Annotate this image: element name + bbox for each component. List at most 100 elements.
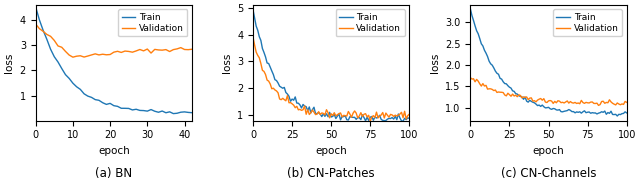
Validation	[39, 30, 47, 32]
Validation	[584, 102, 591, 104]
Y-axis label: loss: loss	[221, 53, 232, 73]
Validation	[155, 49, 163, 51]
Validation	[166, 50, 173, 53]
Train	[92, 98, 99, 101]
Line: Validation: Validation	[470, 78, 627, 105]
Line: Validation: Validation	[36, 24, 192, 57]
Train	[623, 112, 630, 114]
Validation	[595, 104, 602, 106]
Validation	[47, 35, 54, 37]
Validation	[132, 50, 140, 52]
Validation	[84, 55, 92, 57]
Train	[129, 109, 136, 111]
Train	[576, 111, 584, 113]
X-axis label: epoch: epoch	[316, 146, 347, 156]
Validation	[129, 51, 136, 53]
Train	[61, 74, 69, 76]
Train	[140, 110, 147, 112]
Line: Train: Train	[36, 7, 192, 114]
Legend: Train, Validation: Train, Validation	[335, 9, 404, 36]
Validation	[99, 53, 106, 55]
Train	[180, 111, 188, 113]
Validation	[136, 48, 144, 51]
Train	[366, 116, 374, 118]
Train	[136, 109, 144, 112]
Train	[114, 105, 122, 107]
Train	[143, 110, 151, 112]
Validation	[177, 47, 184, 49]
Validation	[95, 54, 103, 56]
Train	[162, 112, 170, 114]
Validation	[406, 113, 413, 115]
Train	[51, 56, 58, 58]
Train	[170, 112, 177, 115]
Train	[39, 29, 47, 31]
Train	[249, 9, 257, 11]
Train	[560, 110, 568, 112]
Validation	[260, 70, 268, 72]
Train	[95, 99, 103, 101]
Train	[117, 107, 125, 109]
X-axis label: epoch: epoch	[532, 146, 564, 156]
Text: (a) BN: (a) BN	[95, 167, 132, 180]
Train	[584, 111, 591, 113]
Train	[73, 86, 81, 88]
Validation	[117, 51, 125, 54]
Validation	[36, 28, 44, 30]
Y-axis label: loss: loss	[429, 53, 440, 73]
Train	[406, 117, 413, 119]
X-axis label: epoch: epoch	[98, 146, 130, 156]
Validation	[61, 50, 69, 52]
Validation	[140, 50, 147, 52]
Validation	[102, 54, 110, 56]
Legend: Train, Validation: Train, Validation	[118, 9, 188, 36]
Validation	[366, 120, 374, 122]
Train	[47, 48, 54, 50]
Validation	[80, 56, 88, 58]
Train	[121, 107, 129, 109]
Train	[477, 43, 485, 45]
Validation	[54, 45, 62, 47]
Train	[538, 104, 546, 106]
Validation	[288, 103, 296, 105]
Validation	[477, 85, 485, 87]
Train	[260, 51, 268, 54]
Train	[32, 6, 40, 8]
Validation	[173, 48, 181, 50]
Train	[77, 88, 84, 90]
Text: (b) CN-Patches: (b) CN-Patches	[287, 167, 375, 180]
Train	[506, 86, 513, 88]
Train	[147, 108, 155, 111]
Train	[158, 110, 166, 112]
Train	[125, 107, 132, 110]
Validation	[73, 55, 81, 57]
Train	[321, 115, 329, 117]
Validation	[147, 52, 155, 54]
Train	[173, 112, 181, 114]
Train	[166, 111, 173, 113]
Train	[155, 111, 163, 113]
Validation	[368, 116, 376, 118]
Train	[54, 61, 62, 63]
Validation	[69, 56, 77, 58]
Train	[110, 105, 118, 107]
Validation	[43, 33, 51, 35]
Train	[99, 102, 106, 104]
Validation	[623, 101, 630, 103]
Validation	[358, 115, 366, 118]
Validation	[106, 54, 114, 56]
Train	[613, 115, 621, 117]
Validation	[188, 48, 196, 50]
Train	[36, 19, 44, 21]
Validation	[114, 50, 122, 52]
Train	[102, 103, 110, 106]
Train	[467, 8, 474, 10]
Line: Validation: Validation	[253, 37, 410, 121]
Train	[288, 98, 296, 100]
Train	[80, 93, 88, 95]
Validation	[151, 48, 159, 50]
Train	[106, 102, 114, 104]
Validation	[158, 49, 166, 51]
Train	[184, 111, 192, 114]
Train	[151, 110, 159, 112]
